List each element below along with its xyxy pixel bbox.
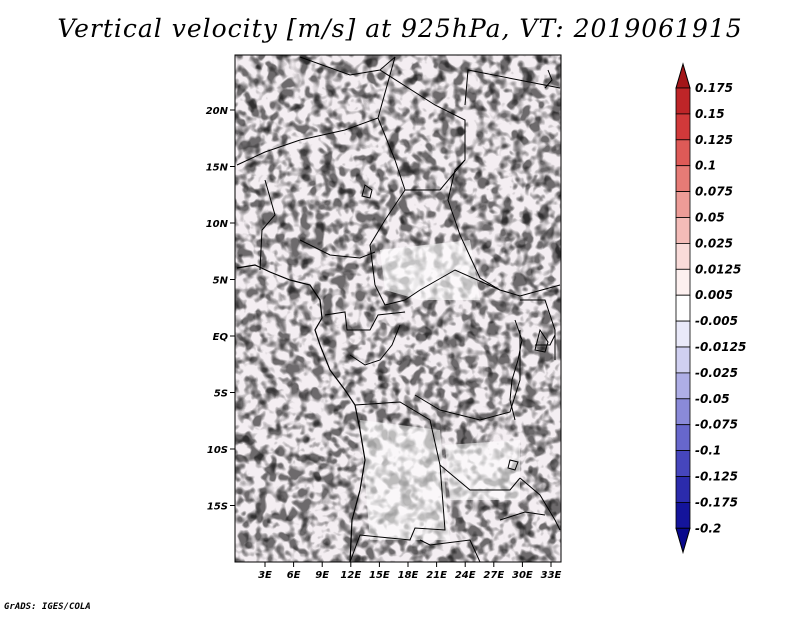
lat-label: 15N [206, 163, 229, 174]
colorbar-swatch [675, 113, 691, 141]
map-frame [234, 54, 562, 563]
colorbar-label: 0.125 [695, 133, 733, 147]
colorbar-label: 0.0125 [695, 262, 741, 276]
colorbar-swatch [675, 139, 691, 167]
colorbar-label: -0.1 [695, 444, 721, 458]
lon-label: 9E [315, 570, 329, 581]
colorbar-label: 0.15 [695, 107, 725, 121]
colorbar-swatch [675, 165, 691, 192]
longitude-axis: 3E 6E 9E 12E 15E 18E 21E 24E 27E 30E 33E [258, 562, 562, 581]
latitude-axis: 20N 15N 10N 5N EQ 5S 10S 15S [206, 106, 235, 513]
colorbar-label: -0.0125 [695, 340, 746, 354]
lat-label: EQ [213, 332, 229, 343]
colorbar-swatch [675, 87, 691, 115]
lon-label: 21E [426, 570, 447, 581]
colorbar-label: -0.005 [695, 314, 738, 328]
colorbar-label: -0.175 [695, 495, 738, 509]
colorbar-label: -0.025 [695, 366, 738, 380]
lat-label: 10S [207, 445, 228, 456]
lon-label: 6E [287, 570, 301, 581]
map-title: Vertical velocity [m/s] at 925hPa, VT: 2… [57, 14, 743, 43]
colorbar-label: 0.025 [695, 236, 733, 250]
lon-label: 15E [369, 570, 390, 581]
colorbar-swatch [675, 346, 691, 374]
lon-label: 3E [258, 570, 272, 581]
colorbar-label: 0.05 [695, 211, 725, 225]
lon-label: 18E [398, 570, 419, 581]
lat-label: 5N [213, 276, 229, 287]
colorbar-swatch [675, 398, 691, 426]
lon-label: 30E [512, 570, 533, 581]
colorbar-up-arrow-icon [675, 62, 691, 89]
colorbar-label: 0.005 [695, 288, 733, 302]
colorbar-swatch [675, 424, 691, 452]
colorbar-swatch [675, 501, 691, 529]
colorbar-swatch [675, 217, 691, 244]
colorbar-swatch [675, 450, 691, 477]
grads-credit: GrADS: IGES/COLA [4, 602, 91, 612]
colorbar-swatch [675, 191, 691, 218]
colorbar: 0.175 0.15 0.125 0.1 0.075 0.05 0.025 0.0125 0.0… [675, 62, 746, 555]
lon-label: 27E [483, 570, 504, 581]
colorbar-swatch [675, 320, 691, 348]
colorbar-label: -0.125 [695, 470, 738, 484]
lat-label: 15S [207, 502, 228, 513]
colorbar-label: -0.075 [695, 418, 738, 432]
lat-label: 10N [206, 219, 229, 230]
lat-label: 20N [206, 106, 229, 117]
lon-label: 24E [455, 570, 476, 581]
colorbar-swatch [675, 268, 691, 296]
colorbar-down-arrow-icon [675, 527, 691, 555]
colorbar-label: 0.1 [695, 159, 716, 173]
lat-label: 5S [214, 389, 228, 400]
colorbar-label: -0.2 [695, 521, 721, 535]
map-panel [235, 55, 561, 562]
lon-label: 33E [541, 570, 562, 581]
colorbar-label: 0.175 [695, 81, 733, 95]
lon-label: 12E [340, 570, 361, 581]
colorbar-swatch [675, 372, 691, 400]
colorbar-label: 0.075 [695, 185, 733, 199]
colorbar-swatch [675, 476, 691, 503]
colorbar-swatch [675, 294, 691, 322]
colorbar-label: -0.05 [695, 392, 730, 406]
colorbar-swatch [675, 242, 691, 270]
